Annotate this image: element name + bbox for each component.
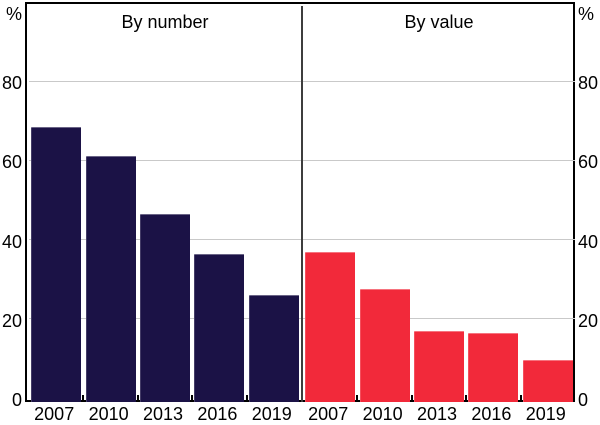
y-axis-left: 0 20 40 60 80% bbox=[0, 0, 22, 425]
x-tick-label: 2010 bbox=[362, 404, 403, 424]
axis-unit-label: % bbox=[578, 4, 595, 24]
x-tick-label: 2019 bbox=[525, 404, 566, 424]
category-tick bbox=[82, 395, 85, 402]
x-tick-label: 2013 bbox=[142, 404, 184, 424]
y-tick-label: 80 bbox=[578, 73, 599, 94]
bar bbox=[359, 289, 410, 402]
panel-title: By value bbox=[404, 12, 474, 32]
panel-by-value: By value bbox=[303, 6, 575, 402]
y-tick-label: 0 bbox=[578, 390, 589, 410]
category-tick bbox=[191, 395, 194, 402]
y-tick-label: 80 bbox=[1, 73, 22, 94]
bar bbox=[85, 156, 136, 402]
panel-by-number: By number bbox=[29, 6, 301, 402]
panel-title: By number bbox=[121, 12, 209, 32]
x-axis-labels: 2007 2010 2013 2016 2019 2007 2010 2013 2016 2019 bbox=[0, 404, 600, 425]
bar bbox=[522, 360, 573, 402]
bar bbox=[248, 295, 299, 402]
bar bbox=[414, 330, 464, 402]
bar bbox=[140, 213, 190, 402]
y-tick-label: 60 bbox=[578, 152, 599, 173]
bar bbox=[194, 253, 245, 402]
x-tick-label: 2010 bbox=[88, 404, 129, 424]
y-tick-label: 20 bbox=[578, 310, 599, 331]
bar bbox=[468, 332, 519, 402]
axis-unit-label: % bbox=[5, 4, 22, 24]
x-tick-label: 2016 bbox=[197, 404, 238, 424]
x-tick-label: 2007 bbox=[34, 404, 75, 424]
bar bbox=[305, 251, 356, 402]
y-tick-label: 20 bbox=[1, 310, 22, 331]
x-tick-label: 2013 bbox=[416, 404, 458, 424]
category-tick bbox=[356, 395, 359, 402]
category-tick bbox=[245, 395, 248, 402]
y-tick-label: 40 bbox=[578, 231, 599, 252]
y-axis-right: 0 20 40 60 80% bbox=[578, 0, 600, 425]
y-tick-label: 60 bbox=[1, 152, 22, 173]
x-tick-label: 2007 bbox=[308, 404, 349, 424]
y-tick-label: 0 bbox=[11, 390, 22, 410]
bar bbox=[31, 126, 82, 402]
x-tick-label: 2019 bbox=[251, 404, 292, 424]
category-tick bbox=[465, 395, 468, 402]
plot-area: By number By value bbox=[25, 2, 575, 402]
category-tick bbox=[519, 395, 522, 402]
x-tick-label: 2016 bbox=[471, 404, 512, 424]
panel-divider bbox=[301, 6, 303, 402]
category-tick bbox=[136, 395, 139, 402]
category-tick bbox=[410, 395, 413, 402]
y-tick-label: 40 bbox=[1, 231, 22, 252]
